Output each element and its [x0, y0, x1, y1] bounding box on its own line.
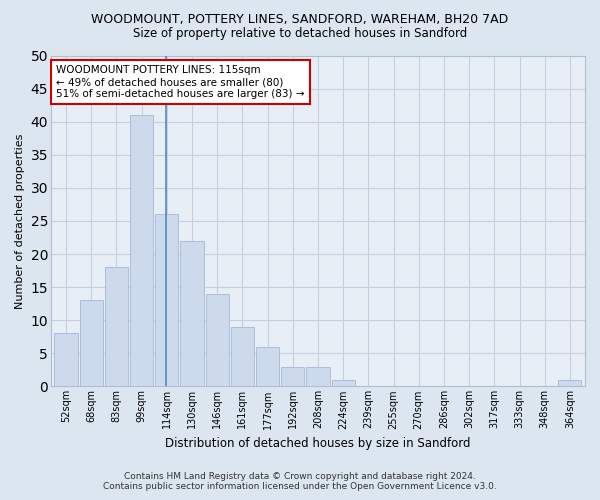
Text: Size of property relative to detached houses in Sandford: Size of property relative to detached ho…: [133, 28, 467, 40]
Bar: [130, 115, 153, 386]
Bar: [155, 214, 178, 386]
Bar: [55, 334, 77, 386]
Text: WOODMOUNT POTTERY LINES: 115sqm
← 49% of detached houses are smaller (80)
51% of: WOODMOUNT POTTERY LINES: 115sqm ← 49% of…: [56, 66, 305, 98]
Y-axis label: Number of detached properties: Number of detached properties: [15, 134, 25, 308]
Bar: [256, 346, 279, 387]
Bar: [105, 268, 128, 386]
Bar: [206, 294, 229, 386]
Text: WOODMOUNT, POTTERY LINES, SANDFORD, WAREHAM, BH20 7AD: WOODMOUNT, POTTERY LINES, SANDFORD, WARE…: [91, 12, 509, 26]
Bar: [231, 327, 254, 386]
Text: Contains HM Land Registry data © Crown copyright and database right 2024.
Contai: Contains HM Land Registry data © Crown c…: [103, 472, 497, 491]
Bar: [281, 366, 304, 386]
Bar: [332, 380, 355, 386]
Bar: [558, 380, 581, 386]
Bar: [80, 300, 103, 386]
Bar: [181, 241, 203, 386]
Bar: [307, 366, 329, 386]
X-axis label: Distribution of detached houses by size in Sandford: Distribution of detached houses by size …: [165, 437, 471, 450]
